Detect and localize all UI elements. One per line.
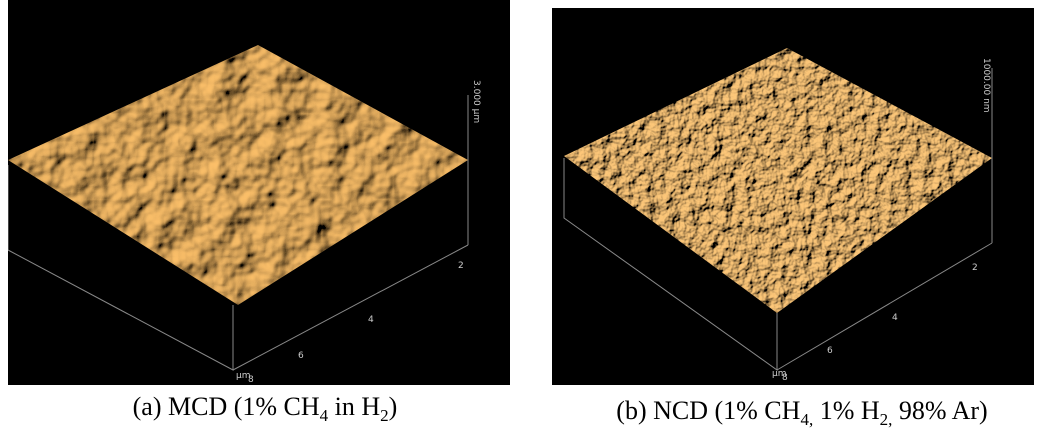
caption-text: 1% H: [813, 396, 879, 425]
page: {"figures": [ {"caption": [{"text": "(a)…: [0, 0, 1044, 438]
axis-label: 2: [972, 263, 978, 273]
subscript: 4,: [800, 410, 813, 429]
axis-label: µm: [236, 371, 251, 381]
caption-text: in H: [328, 392, 380, 421]
caption: (a) MCD (1% CH4 in H2): [90, 392, 440, 426]
axis-label: µm: [772, 369, 787, 379]
surface: [552, 8, 1034, 385]
axis-label: 1000.00 nm: [981, 58, 991, 113]
caption-text: ): [389, 392, 398, 421]
axis-label: 3.000 µm: [471, 80, 481, 123]
axis-label: 6: [827, 346, 833, 356]
subscript: 4: [320, 406, 329, 425]
axis-label: 2: [458, 261, 464, 271]
axis-label: 4: [368, 315, 374, 325]
caption-text: 98% Ar): [892, 396, 987, 425]
caption-text: (a) MCD (1% CH: [133, 392, 320, 421]
caption: (b) NCD (1% CH4, 1% H2, 98% Ar): [592, 396, 1012, 430]
axis-label: 4: [892, 313, 898, 323]
axis-label: 6: [298, 351, 304, 361]
subscript: 2,: [880, 410, 893, 429]
subscript: 2: [380, 406, 389, 425]
caption-text: (b) NCD (1% CH: [616, 396, 800, 425]
surface: [8, 0, 510, 385]
